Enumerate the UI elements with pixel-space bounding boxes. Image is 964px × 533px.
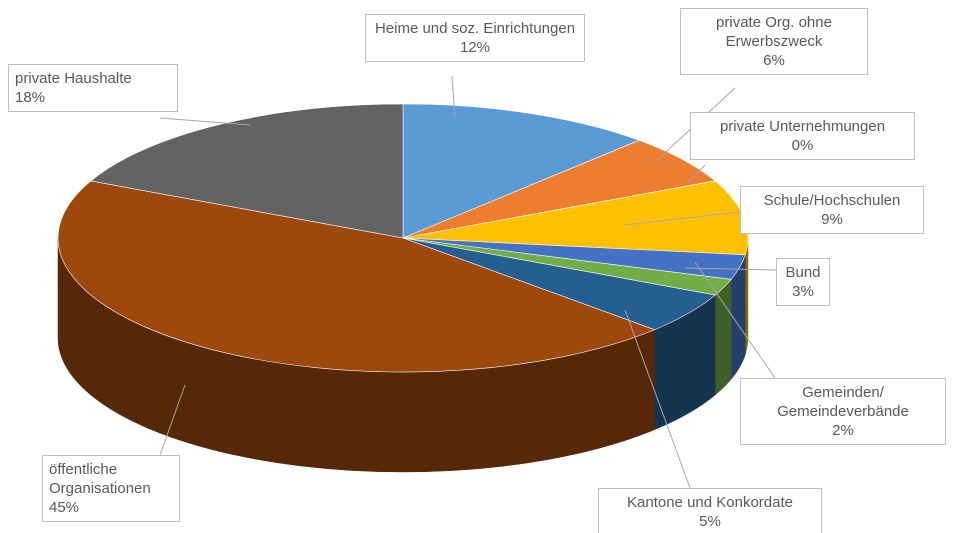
data-label: private Unternehmungen 0% [690, 112, 915, 160]
slice [402, 103, 640, 239]
label-name: Kantone und Konkordate [627, 494, 793, 511]
label-name: Bund [785, 264, 821, 281]
label-name: private Haushalte [15, 70, 132, 87]
label-value: 0% [791, 137, 814, 154]
label-name: Schule/Hochschulen [763, 192, 901, 209]
leader-line [159, 384, 186, 456]
label-value: 18% [15, 89, 46, 106]
leader-line [159, 117, 251, 126]
slice [90, 103, 404, 239]
data-label: Schule/Hochschulen 9% [740, 186, 924, 234]
data-label: Gemeinden/ Gemeindeverbände 2% [740, 378, 946, 445]
leader-line [451, 75, 456, 119]
slice-side [714, 278, 732, 396]
data-label: Heime und soz. Einrichtungen 12% [365, 14, 585, 62]
slice [57, 180, 656, 373]
slice [402, 139, 716, 239]
leader-line [687, 164, 706, 184]
pie-tops [57, 103, 749, 373]
label-value: 3% [792, 283, 814, 300]
leader-line [694, 261, 776, 379]
label-name: private Unternehmungen [719, 118, 886, 135]
label-value: 9% [821, 211, 843, 228]
label-value: 6% [763, 52, 785, 69]
data-label: Bund 3% [776, 258, 830, 306]
label-value: 12% [459, 39, 491, 56]
leader-line [624, 309, 691, 489]
label-name: öffentliche Organisationen [49, 461, 151, 497]
data-label: private Haushalte 18% [8, 64, 178, 112]
label-value: 2% [832, 422, 854, 439]
data-label: öffentliche Organisationen 45% [42, 455, 180, 522]
label-value: 45% [49, 499, 80, 516]
data-label: private Org. ohne Erwerbszweck 6% [680, 8, 868, 75]
leader-line [684, 267, 777, 271]
data-label: Kantone und Konkordate 5% [598, 488, 822, 533]
label-name: Gemeinden/ Gemeindeverbände [777, 384, 909, 420]
leader-line [624, 211, 741, 226]
label-name: private Org. ohne Erwerbszweck [716, 14, 832, 50]
label-value: 5% [699, 513, 721, 530]
label-name: Heime und soz. Einrichtungen [374, 20, 576, 37]
